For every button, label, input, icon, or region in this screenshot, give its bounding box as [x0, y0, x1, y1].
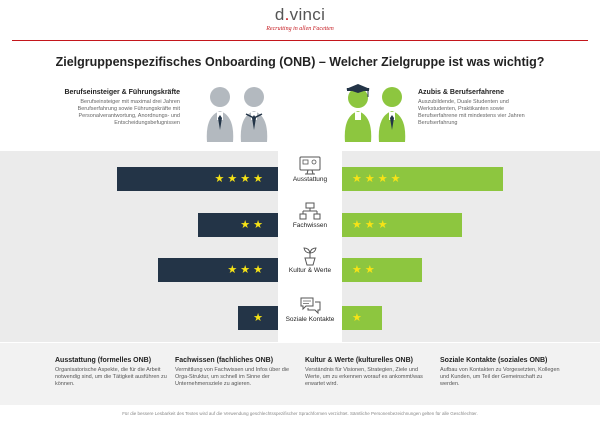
plant-icon [303, 247, 317, 266]
category-ausstattung: Ausstattung [278, 156, 342, 183]
bar-left-fachwissen: ★★ [198, 213, 278, 237]
org-chart-icon [299, 202, 321, 220]
footnote: Für die bessere Lesbarkeit des Textes wi… [122, 411, 478, 416]
star-rating: ★★★ [227, 263, 266, 276]
category-label: Fachwissen [292, 222, 328, 229]
info-heading: Ausstattung (formelles ONB) [55, 357, 152, 364]
category-fachwissen: Fachwissen [278, 202, 342, 229]
group-left-text: Berufseinsteiger mit maximal drei Jahren… [77, 99, 180, 126]
chat-bubbles-icon [300, 297, 321, 315]
bar-right-kultur-werte: ★★ [342, 258, 422, 282]
group-right: Azubis & Berufserfahrene Auszubildende, … [418, 89, 538, 127]
group-right-heading: Azubis & Berufserfahrene [418, 89, 504, 96]
green-figures-icon [344, 84, 406, 142]
definitions-panel [0, 343, 600, 405]
info-text: Vermittlung von Fachwissen und Infos übe… [175, 367, 290, 387]
info-heading: Soziale Kontakte (soziales ONB) [440, 357, 548, 364]
info-kultur-werte: Kultur & Werte (kulturelles ONB) Verstän… [305, 357, 425, 388]
bar-right-soziale-kontakte: ★ [342, 306, 382, 330]
info-soziale-kontakte: Soziale Kontakte (soziales ONB) Aufbau v… [440, 357, 560, 388]
category-label: Soziale Kontakte [285, 316, 335, 323]
header-divider [12, 40, 588, 41]
info-fachwissen: Fachwissen (fachliches ONB) Vermittlung … [175, 357, 295, 388]
info-text: Aufbau von Kontakten zu Vorgesetzten, Ko… [440, 367, 560, 387]
page-title: Zielgruppenspezifisches Onboarding (ONB)… [55, 55, 545, 69]
monitor-icon [299, 156, 321, 175]
star-rating: ★ [352, 311, 365, 324]
bar-left-ausstattung: ★★★★ [117, 167, 278, 191]
tagline: Recruiting in allen Facetten [266, 26, 334, 32]
bar-left-kultur-werte: ★★★ [158, 258, 278, 282]
bar-right-fachwissen: ★★★ [342, 213, 462, 237]
star-rating: ★★★★ [352, 172, 404, 185]
category-kultur-werte: Kultur & Werte [278, 246, 342, 274]
star-rating: ★★ [240, 218, 266, 231]
info-heading: Kultur & Werte (kulturelles ONB) [305, 357, 413, 364]
header: d.vinci Recruiting in allen Facetten [0, 0, 600, 42]
star-rating: ★ [253, 311, 266, 324]
info-heading: Fachwissen (fachliches ONB) [175, 357, 274, 364]
category-label: Kultur & Werte [288, 267, 332, 274]
category-soziale-kontakte: Soziale Kontakte [278, 296, 342, 323]
star-rating: ★★ [352, 263, 378, 276]
star-rating: ★★★★ [214, 172, 266, 185]
bar-left-soziale-kontakte: ★ [238, 306, 278, 330]
gray-figures-icon [206, 87, 268, 142]
group-left-heading: Berufseinsteiger & Führungskräfte [64, 89, 180, 96]
info-text: Organisatorische Aspekte, die für die Ar… [55, 367, 167, 387]
category-label: Ausstattung [292, 176, 328, 183]
group-left: Berufseinsteiger & Führungskräfte Berufs… [60, 89, 180, 127]
bar-right-ausstattung: ★★★★ [342, 167, 503, 191]
info-ausstattung: Ausstattung (formelles ONB) Organisatori… [55, 357, 175, 388]
logo: d.vinci [274, 5, 326, 24]
info-text: Verständnis für Visionen, Strategien, Zi… [305, 367, 423, 387]
group-right-text: Auszubildende, Duale Studenten und Werks… [418, 99, 525, 126]
star-rating: ★★★ [352, 218, 391, 231]
